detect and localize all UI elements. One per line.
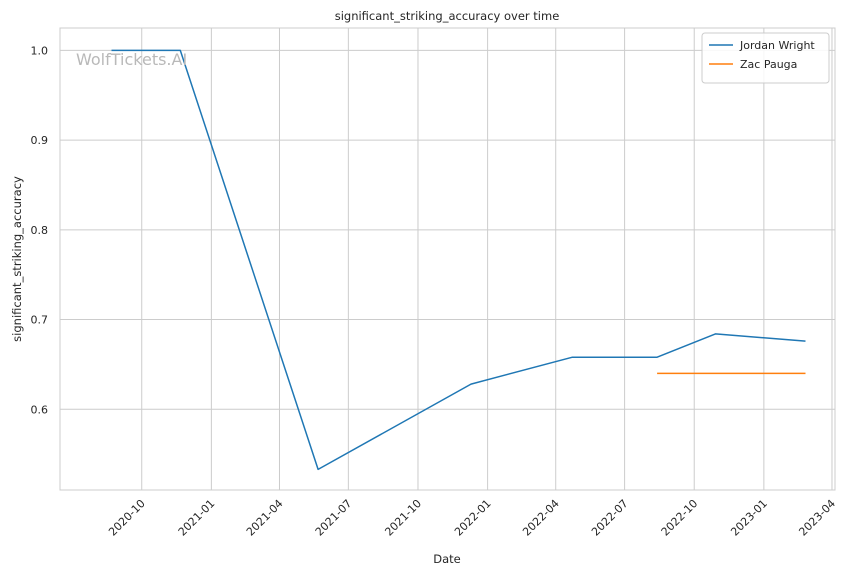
y-axis-title: significant_striking_accuracy <box>10 176 24 342</box>
chart-title: significant_striking_accuracy over time <box>335 9 560 23</box>
legend-label: Zac Pauga <box>740 58 797 71</box>
x-tick-label: 2022-01 <box>452 497 494 539</box>
y-tick-label: 1.0 <box>31 44 49 57</box>
legend-box <box>701 32 830 84</box>
x-tick-label: 2023-01 <box>728 497 770 539</box>
series-lines <box>111 49 806 471</box>
series-line-jordan-wright <box>111 49 806 471</box>
legend-label: Jordan Wright <box>739 39 815 52</box>
x-tick-labels: 2020-10 2021-01 2021-04 2021-07 2021-10 2022-… <box>106 497 838 539</box>
x-tick-label: 2021-04 <box>244 497 286 539</box>
x-tick-label: 2021-07 <box>313 497 355 539</box>
grid <box>60 28 835 490</box>
legend: Jordan Wright Zac Pauga <box>701 32 830 84</box>
x-tick-label: 2022-10 <box>659 497 701 539</box>
x-tick-label: 2022-07 <box>589 497 631 539</box>
plot-area <box>59 27 836 491</box>
y-tick-labels: 0.6 0.7 0.8 0.9 1.0 <box>31 44 49 416</box>
x-axis-title: Date <box>433 552 461 566</box>
x-tick-label: 2022-04 <box>520 497 562 539</box>
x-tick-label: 2023-04 <box>796 497 838 539</box>
x-tick-label: 2021-10 <box>382 497 424 539</box>
x-tick-label: 2021-01 <box>176 497 218 539</box>
x-tick-label: 2020-10 <box>106 497 148 539</box>
y-tick-label: 0.9 <box>31 134 49 147</box>
watermark: WolfTickets.AI <box>76 50 187 69</box>
y-tick-label: 0.7 <box>31 314 49 327</box>
y-tick-label: 0.8 <box>31 224 49 237</box>
y-tick-label: 0.6 <box>31 403 49 416</box>
